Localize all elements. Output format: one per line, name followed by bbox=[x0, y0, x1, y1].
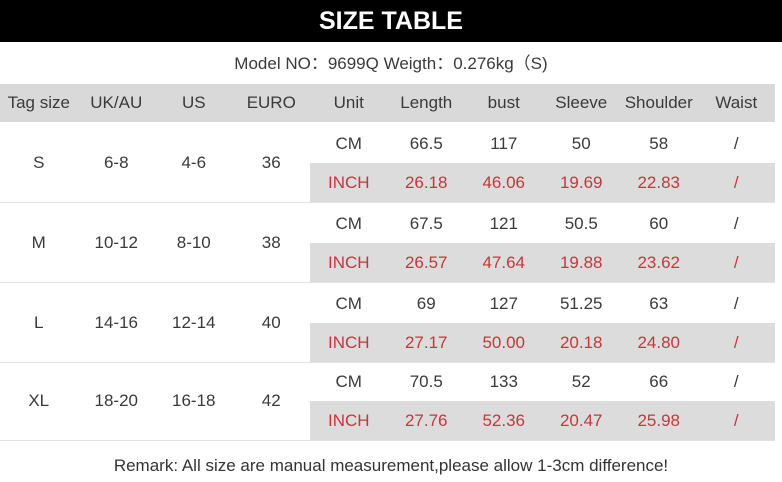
header-us: US bbox=[181, 93, 206, 112]
cell-uk: 10-12 bbox=[94, 233, 138, 252]
cell-cm-value: 50.5 bbox=[564, 214, 598, 233]
cell-inch-value: / bbox=[733, 333, 739, 352]
cell-cm-value: 127 bbox=[489, 294, 518, 313]
cell-cm-value: 69 bbox=[416, 294, 436, 313]
cell-inch-value: 26.18 bbox=[404, 173, 448, 192]
size-row-group: L 14-16 12-14 40 CM 69 127 51.25 63 / INCH 27.17 50.… bbox=[0, 284, 775, 363]
cell-euro: 40 bbox=[261, 313, 281, 332]
cell-inch-value: 50.00 bbox=[482, 333, 526, 352]
cell-euro: 42 bbox=[261, 391, 281, 410]
cell-inch-value: / bbox=[733, 411, 739, 430]
cell-inch-value: 52.36 bbox=[482, 411, 526, 430]
cell-tag: M bbox=[31, 233, 46, 252]
table-header: Tag size UK/AU US EURO Unit Length bust … bbox=[0, 84, 775, 122]
header-waist: Waist bbox=[715, 93, 758, 112]
cell-inch-value: / bbox=[733, 253, 739, 272]
cell-inch-value: 27.76 bbox=[404, 411, 448, 430]
cell-inch-value: 23.62 bbox=[637, 253, 681, 272]
cell-cm-value: CM bbox=[335, 294, 362, 313]
cell-cm-value: CM bbox=[335, 214, 362, 233]
inch-row: INCH 26.18 46.06 19.69 22.83 / bbox=[310, 163, 775, 202]
cell-inch-value: 47.64 bbox=[482, 253, 526, 272]
cell-inch-value: 19.69 bbox=[559, 173, 603, 192]
cell-cm-value: / bbox=[733, 372, 739, 391]
header-tag-size: Tag size bbox=[7, 93, 70, 112]
cell-inch-value: INCH bbox=[327, 333, 370, 352]
cell-cm-value: 117 bbox=[490, 134, 518, 153]
cell-tag: S bbox=[33, 153, 45, 172]
inch-row: INCH 27.76 52.36 20.47 25.98 / bbox=[310, 401, 775, 440]
cell-inch-value: 22.83 bbox=[637, 173, 681, 192]
cell-inch-value: 26.57 bbox=[404, 253, 448, 272]
cell-inch-value: INCH bbox=[327, 253, 370, 272]
cell-uk: 18-20 bbox=[94, 391, 138, 410]
cell-us: 4-6 bbox=[181, 153, 207, 172]
cell-cm-value: 52 bbox=[571, 372, 591, 391]
title-bar: SIZE TABLE bbox=[0, 0, 782, 42]
cell-cm-value: 60 bbox=[649, 214, 669, 233]
cell-us: 16-18 bbox=[172, 391, 216, 410]
cell-tag: L bbox=[34, 313, 44, 332]
cell-cm-value: / bbox=[733, 294, 739, 313]
cell-inch-value: 24.80 bbox=[637, 333, 681, 352]
cell-euro: 38 bbox=[261, 233, 281, 252]
cm-row: CM 66.5 117 50 58 / bbox=[310, 124, 775, 163]
cell-inch-value: / bbox=[733, 173, 739, 192]
cell-uk: 14-16 bbox=[94, 313, 138, 332]
cell-uk: 6-8 bbox=[103, 153, 129, 172]
cell-cm-value: 66 bbox=[649, 372, 669, 391]
cell-cm-value: / bbox=[733, 214, 739, 233]
cell-inch-value: 19.88 bbox=[559, 253, 603, 272]
cell-inch-value: 20.18 bbox=[559, 333, 603, 352]
cell-us: 12-14 bbox=[172, 313, 216, 332]
cell-cm-value: 58 bbox=[649, 134, 669, 153]
cell-cm-value: CM bbox=[335, 134, 362, 153]
cm-row: CM 67.5 121 50.5 60 / bbox=[310, 204, 775, 243]
cell-cm-value: 66.5 bbox=[409, 134, 443, 153]
cell-inch-value: 25.98 bbox=[637, 411, 681, 430]
cell-cm-value: 51.25 bbox=[559, 294, 603, 313]
header-shoulder: Shoulder bbox=[624, 93, 693, 112]
header-sleeve: Sleeve bbox=[555, 93, 608, 112]
header-uk-au: UK/AU bbox=[90, 93, 143, 112]
header-bust: bust bbox=[487, 93, 520, 112]
cm-row: CM 69 127 51.25 63 / bbox=[310, 284, 775, 323]
header-unit: Unit bbox=[333, 93, 364, 112]
size-row-group: M 10-12 8-10 38 CM 67.5 121 50.5 60 / INCH 26.57 47.… bbox=[0, 204, 775, 283]
cell-us: 8-10 bbox=[176, 233, 211, 252]
cell-cm-value: 121 bbox=[489, 214, 518, 233]
remark: Remark: All size are manual measurement,… bbox=[113, 456, 669, 475]
cell-cm-value: / bbox=[733, 134, 739, 153]
header-euro: EURO bbox=[246, 93, 296, 112]
cell-inch-value: INCH bbox=[327, 173, 370, 192]
cell-cm-value: CM bbox=[335, 372, 362, 391]
cell-inch-value: 27.17 bbox=[404, 333, 448, 352]
cell-cm-value: 133 bbox=[489, 372, 518, 391]
cm-row: CM 70.5 133 52 66 / bbox=[310, 362, 775, 401]
size-row-group: S 6-8 4-6 36 CM 66.5 117 50 58 / INCH 26.18 46.06 19.… bbox=[0, 124, 775, 203]
cell-cm-value: 70.5 bbox=[409, 372, 443, 391]
inch-row: INCH 27.17 50.00 20.18 24.80 / bbox=[310, 323, 775, 362]
cell-inch-value: INCH bbox=[327, 411, 370, 430]
cell-inch-value: 46.06 bbox=[482, 173, 526, 192]
cell-cm-value: 63 bbox=[649, 294, 669, 313]
cell-tag: XL bbox=[28, 391, 50, 410]
inch-row: INCH 26.57 47.64 19.88 23.62 / bbox=[310, 243, 775, 282]
size-row-group: XL 18-20 16-18 42 CM 70.5 133 52 66 / INCH 27.76 52.… bbox=[0, 362, 775, 441]
cell-euro: 36 bbox=[261, 153, 281, 172]
cell-cm-value: 50 bbox=[571, 134, 591, 153]
cell-cm-value: 67.5 bbox=[409, 214, 443, 233]
header-length: Length bbox=[400, 93, 453, 112]
cell-inch-value: 20.47 bbox=[559, 411, 603, 430]
model-info: Model NO：9699Q Weigth：0.276kg（S) bbox=[234, 54, 548, 73]
